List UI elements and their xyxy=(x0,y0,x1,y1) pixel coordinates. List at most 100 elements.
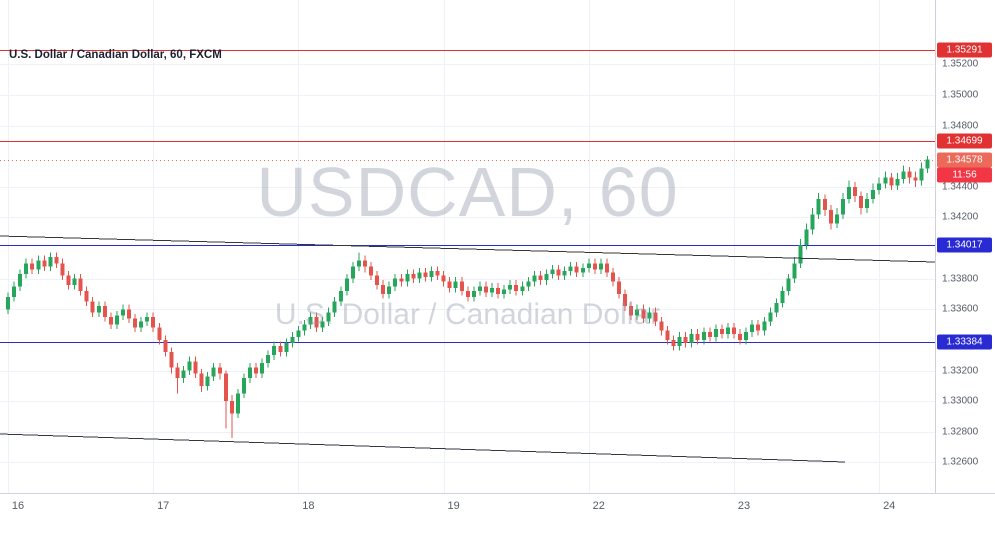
candle-body xyxy=(338,290,343,302)
candle-body xyxy=(290,336,295,343)
time-tick-label: 19 xyxy=(447,500,460,512)
chart-legend-title[interactable]: U.S. Dollar / Canadian Dollar, 60, FXCM xyxy=(9,49,222,61)
candle-body xyxy=(235,393,240,414)
candle-body xyxy=(816,199,821,215)
candlestick xyxy=(871,183,876,204)
candlestick xyxy=(18,269,23,291)
time-tick-label: 17 xyxy=(157,500,170,512)
candlestick xyxy=(157,323,162,345)
candlestick xyxy=(544,269,549,285)
candlestick xyxy=(683,332,688,348)
price-tick-label: 1.34400 xyxy=(942,181,979,193)
candlestick xyxy=(477,281,482,296)
candle-body xyxy=(846,186,851,200)
candle-body xyxy=(375,275,380,285)
candle-body xyxy=(272,346,277,356)
candle-body xyxy=(399,278,404,282)
candle-body xyxy=(24,263,29,275)
candle-body xyxy=(744,332,749,340)
candle-body xyxy=(133,318,138,328)
candle-body xyxy=(925,159,930,169)
candlestick xyxy=(356,252,361,271)
trendline[interactable] xyxy=(0,235,935,263)
candle-body xyxy=(496,287,501,294)
price-tick-label: 1.34800 xyxy=(942,120,979,132)
candle-body xyxy=(822,199,827,210)
candle-body xyxy=(120,309,125,316)
candle-body xyxy=(369,266,373,276)
chart-canvas[interactable] xyxy=(0,0,935,493)
candle-body xyxy=(683,336,688,343)
candlestick xyxy=(798,238,803,268)
candlestick xyxy=(108,312,113,330)
candlestick xyxy=(738,329,743,345)
candlestick xyxy=(72,274,77,290)
candlestick xyxy=(223,370,228,429)
price-tick-label: 1.33000 xyxy=(942,395,979,407)
candle-body xyxy=(659,321,664,331)
candle-body xyxy=(713,329,718,337)
candlestick xyxy=(163,335,168,357)
candlestick xyxy=(665,326,670,345)
candle-body xyxy=(532,275,537,282)
candlestick xyxy=(48,252,53,271)
candle-body xyxy=(157,327,162,340)
candlestick xyxy=(653,307,658,327)
candlestick xyxy=(66,270,71,290)
candle-body xyxy=(193,361,198,374)
candlestick xyxy=(859,191,864,215)
candlestick xyxy=(6,292,10,314)
candlestick xyxy=(169,347,174,374)
price-tick-label: 1.33200 xyxy=(942,365,979,376)
candlestick xyxy=(133,313,138,333)
candle-body xyxy=(102,306,107,317)
candle-body xyxy=(792,263,797,279)
time-tick-label: 16 xyxy=(11,500,25,512)
candlestick xyxy=(254,362,259,379)
candle-body xyxy=(901,171,906,180)
candle-body xyxy=(871,189,876,200)
candle-body xyxy=(96,306,101,313)
candle-body xyxy=(241,378,246,394)
candle-body xyxy=(877,183,882,190)
candle-body xyxy=(580,267,585,273)
candle-body xyxy=(217,367,222,374)
candlestick xyxy=(768,307,773,327)
candle-body xyxy=(707,332,712,337)
time-axis[interactable]: 16 17 18 19 22 23 24 xyxy=(0,493,995,556)
candlestick xyxy=(623,289,628,311)
candlestick xyxy=(586,258,591,273)
candlestick xyxy=(181,365,186,383)
candlestick xyxy=(84,286,89,307)
candle-body xyxy=(859,195,864,209)
time-tick-label: 18 xyxy=(302,500,315,512)
candle-body xyxy=(260,362,265,374)
candle-body xyxy=(828,209,833,224)
candle-body xyxy=(774,303,779,313)
candlestick xyxy=(677,332,682,351)
current-price-badge: 1.34578 xyxy=(937,152,992,168)
candlestick xyxy=(211,362,216,382)
price-tick-label: 1.34200 xyxy=(942,211,979,223)
candle-body xyxy=(163,339,168,353)
trendline[interactable] xyxy=(0,433,846,463)
candle-body xyxy=(356,260,361,267)
candle-body xyxy=(447,281,452,288)
candle-body xyxy=(568,266,573,271)
price-axis[interactable]: 1.35200 1.35000 1.34800 1.34400 1.34200 1.338… xyxy=(935,0,995,493)
candle-body xyxy=(732,327,736,334)
candle-body xyxy=(308,316,313,325)
candlestick xyxy=(120,304,125,320)
candle-body xyxy=(526,281,531,287)
candle-body xyxy=(719,329,724,334)
candle-body xyxy=(725,327,730,334)
candlestick xyxy=(12,281,17,302)
candlestick xyxy=(151,312,156,333)
candlestick xyxy=(713,324,718,342)
candle-body xyxy=(641,309,646,319)
chart-plot-area[interactable]: USDCAD, 60 U.S. Dollar / Canadian Dollar… xyxy=(0,0,935,493)
candlestick xyxy=(483,281,488,298)
candle-body xyxy=(393,278,398,287)
candlestick xyxy=(114,310,119,330)
candlestick xyxy=(641,304,646,324)
